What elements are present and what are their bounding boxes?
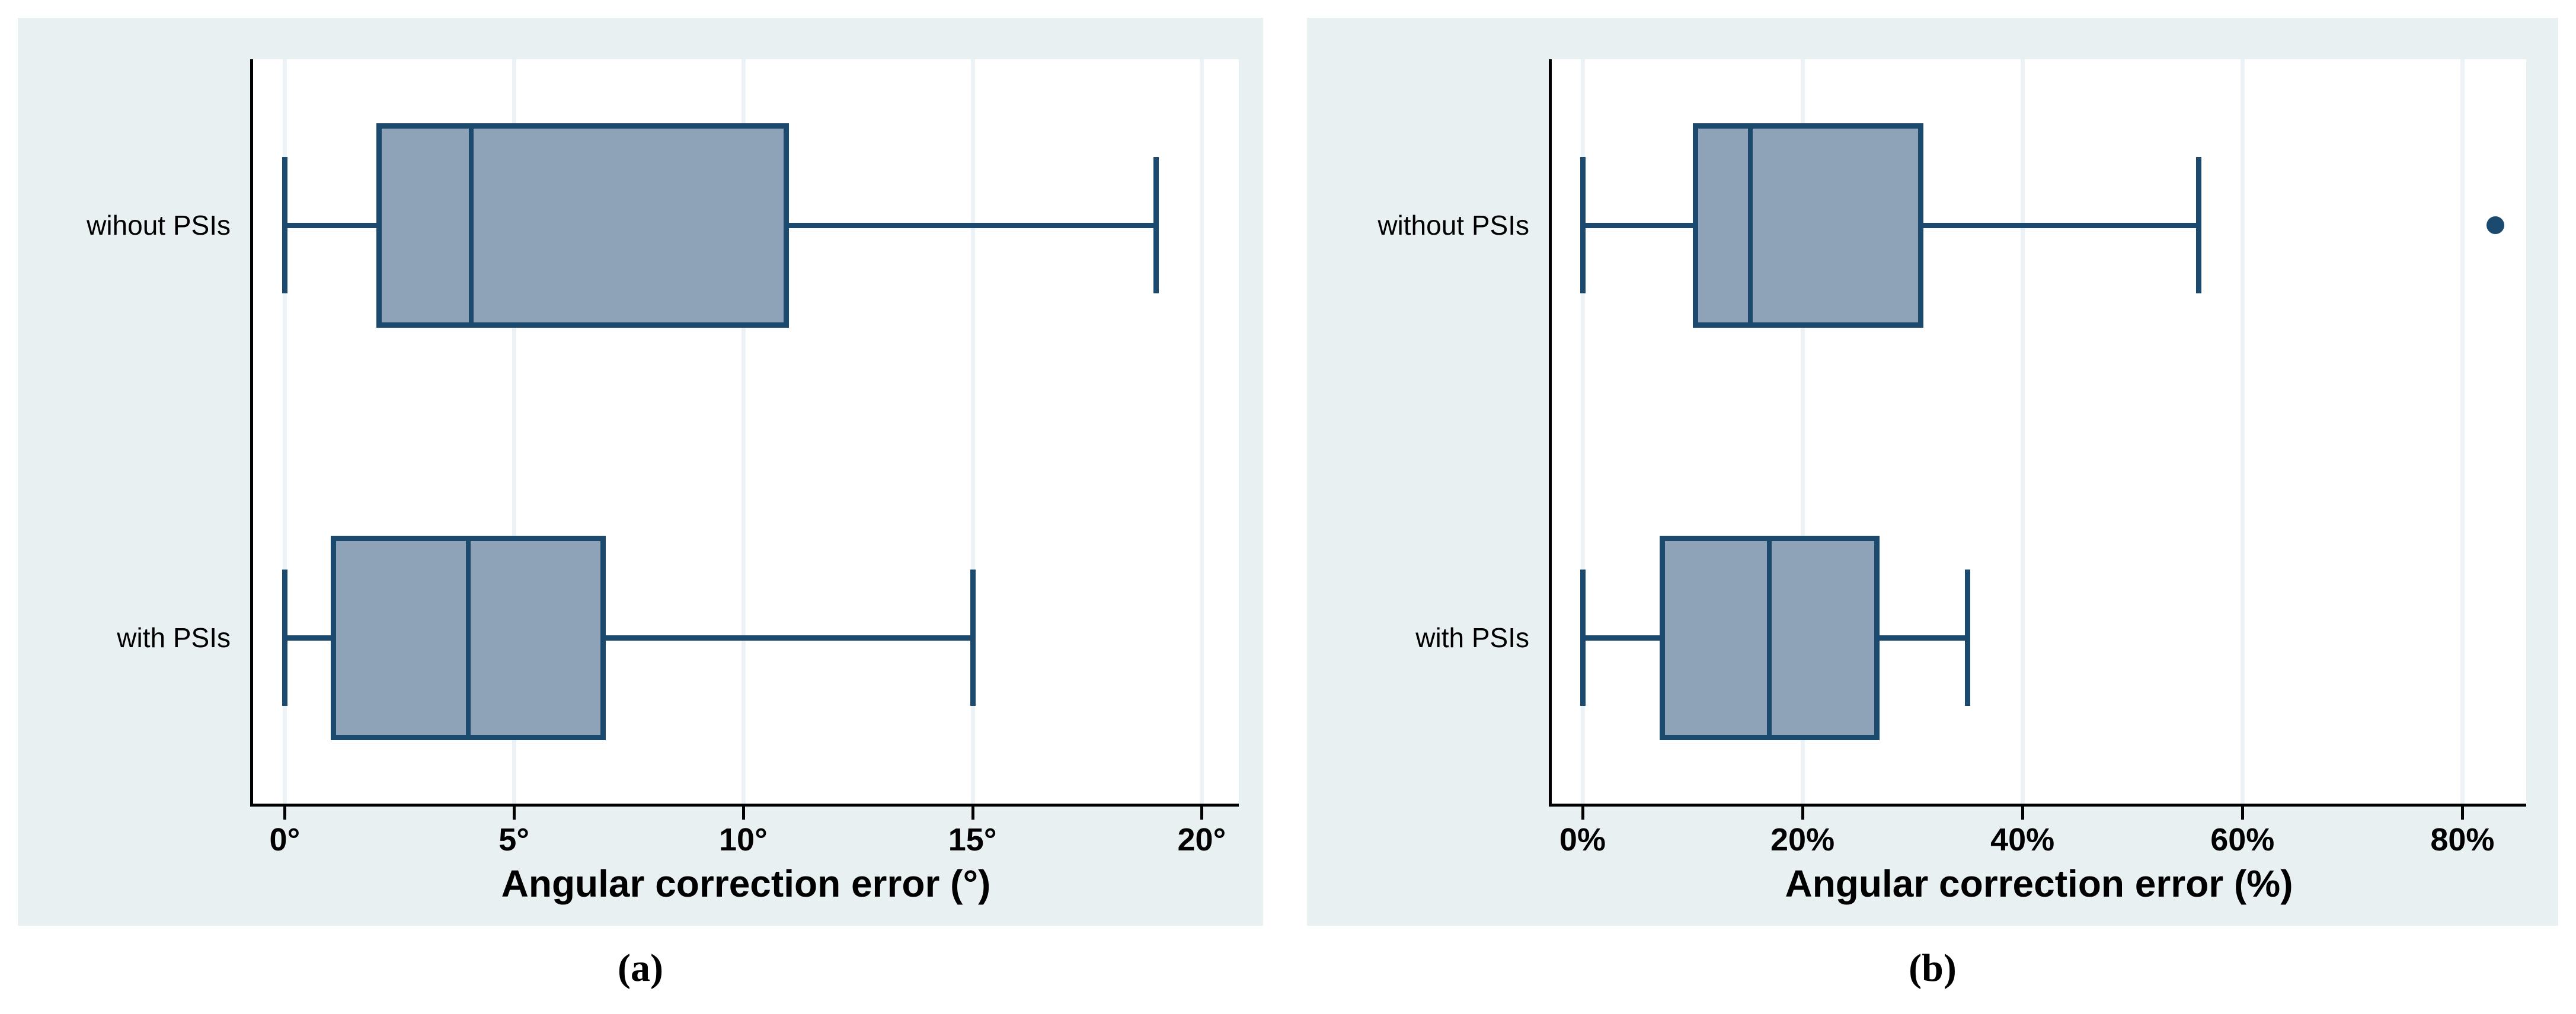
x-tick-label: 15° [948, 822, 997, 858]
gridline [1580, 59, 1585, 804]
x-tick [1801, 807, 1805, 820]
x-tick-label: 60% [2210, 822, 2275, 858]
gridline [283, 59, 287, 804]
x-tick-label: 0° [269, 822, 301, 858]
x-tick-label: 10° [719, 822, 768, 858]
x-tick [2241, 807, 2245, 820]
whisker-cap [1965, 569, 1971, 706]
whisker-line [789, 223, 1156, 229]
category-axis: without PSIs with PSIs [1307, 59, 1529, 804]
category-axis: wihout PSIs with PSIs [18, 59, 231, 804]
panel-a: wihout PSIs with PSIs 0° 5° 10° 15° 20° Angul… [18, 18, 1263, 926]
median-line [1747, 129, 1753, 323]
whisker-line [1923, 223, 2199, 229]
x-tick [283, 807, 287, 820]
whisker-cap [1580, 157, 1586, 294]
box [330, 535, 606, 740]
gridline [2241, 59, 2245, 804]
outlier-dot [2486, 216, 2505, 235]
box [376, 123, 790, 328]
x-tick [742, 807, 745, 820]
plot-area-a [250, 59, 1239, 807]
box [1659, 535, 1880, 740]
whisker-cap [282, 157, 288, 294]
gridline [2021, 59, 2025, 804]
x-tick [2021, 807, 2025, 820]
x-tick [1200, 807, 1204, 820]
x-axis-a: 0° 5° 10° 15° 20° [253, 807, 1239, 872]
x-tick [1581, 807, 1584, 820]
category-label: without PSIs [1378, 210, 1529, 241]
whisker-cap [1153, 157, 1159, 294]
whisker-cap [1580, 569, 1586, 706]
x-tick-label: 20% [1770, 822, 1835, 858]
category-label: wihout PSIs [87, 210, 231, 241]
whisker-cap [970, 569, 976, 706]
gridline [741, 59, 746, 804]
whisker-line [1879, 635, 1968, 641]
x-tick [2461, 807, 2465, 820]
whisker-line [1582, 635, 1660, 641]
x-tick-label: 20° [1177, 822, 1226, 858]
x-axis-title-b: Angular correction error (%) [1785, 862, 2293, 905]
median-line [465, 540, 471, 735]
x-tick [971, 807, 974, 820]
whisker-line [1582, 223, 1693, 229]
x-tick [513, 807, 516, 820]
x-tick-label: 80% [2430, 822, 2495, 858]
gridline [512, 59, 517, 804]
category-label: with PSIs [1415, 622, 1529, 653]
median-line [468, 129, 474, 323]
x-axis-title-a: Angular correction error (°) [501, 862, 991, 905]
median-line [1767, 540, 1772, 735]
gridline [970, 59, 975, 804]
panel-b: without PSIs with PSIs 0% 20% 40% 60% 80% Ang… [1307, 18, 2558, 926]
plot-area-b [1549, 59, 2526, 807]
box [1692, 123, 1924, 328]
whisker-line [285, 223, 377, 229]
category-label: with PSIs [117, 622, 231, 653]
x-tick-label: 0% [1559, 822, 1606, 858]
x-tick-label: 40% [1990, 822, 2055, 858]
gridline [2460, 59, 2465, 804]
whisker-line [605, 635, 973, 641]
caption-a: (a) [618, 946, 663, 990]
x-tick-label: 5° [498, 822, 529, 858]
whisker-line [285, 635, 331, 641]
gridline [1801, 59, 1805, 804]
gridline [1200, 59, 1204, 804]
x-axis-b: 0% 20% 40% 60% 80% [1552, 807, 2526, 872]
caption-b: (b) [1909, 946, 1957, 990]
whisker-cap [282, 569, 288, 706]
whisker-cap [2196, 157, 2202, 294]
